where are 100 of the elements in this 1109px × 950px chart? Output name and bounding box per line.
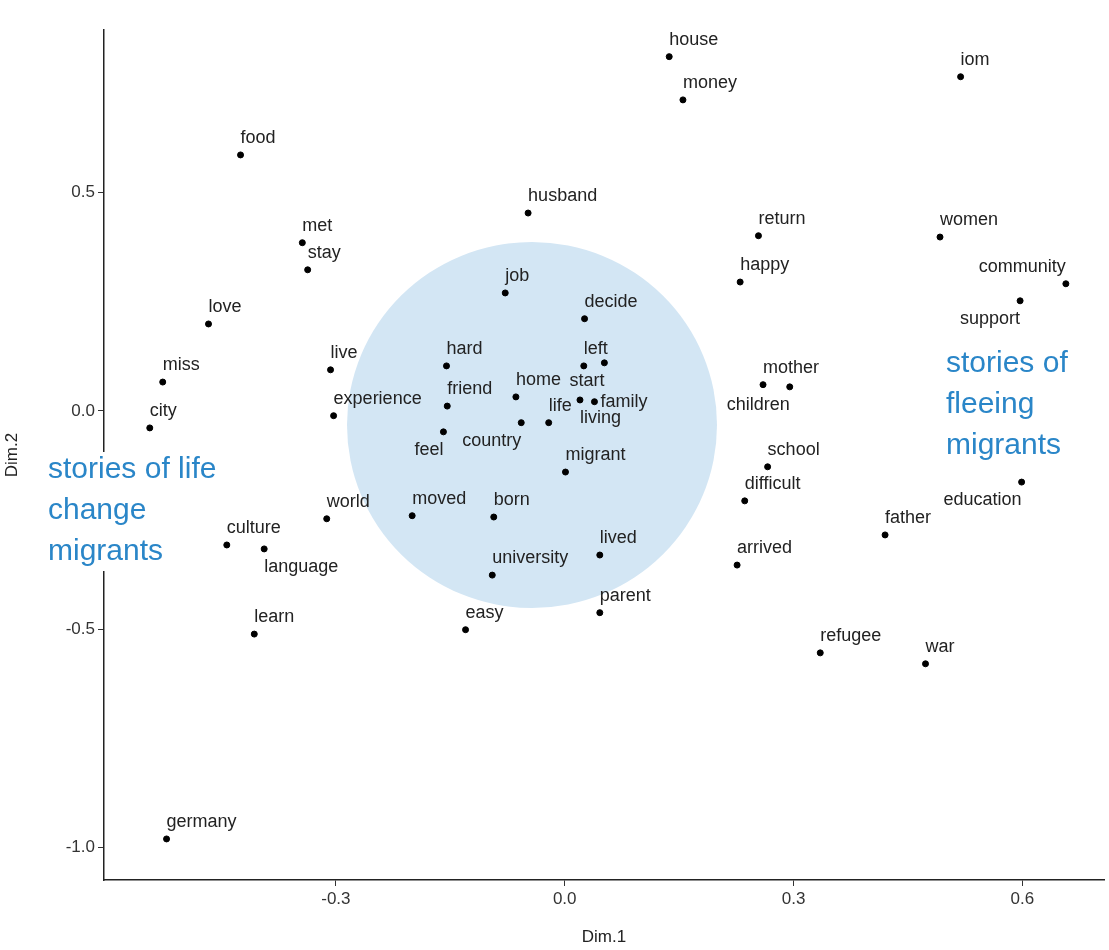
point	[408, 512, 416, 520]
annotation: easy	[465, 601, 504, 622]
point	[936, 233, 944, 241]
point	[665, 53, 673, 61]
point	[330, 412, 338, 420]
point	[490, 513, 498, 521]
annotation: support	[960, 307, 1021, 328]
annotation: stories of life change migrants	[48, 451, 217, 567]
annotation: left	[583, 337, 608, 358]
y-tick-label: 0.0	[71, 400, 95, 420]
annotation: live	[330, 341, 358, 362]
point	[237, 151, 245, 159]
annotation: money	[682, 71, 737, 92]
point	[327, 366, 335, 374]
x-tick-label: -0.3	[321, 888, 351, 908]
annotation: university	[492, 547, 569, 568]
point	[1018, 478, 1026, 486]
point	[679, 96, 687, 104]
annotation: parent	[599, 584, 651, 605]
point	[596, 551, 604, 559]
point	[501, 289, 509, 297]
point	[754, 232, 762, 240]
annotation: decide	[584, 290, 638, 311]
point	[260, 545, 268, 553]
annotation: miss	[162, 354, 200, 375]
x-axis-title: Dim.1	[581, 927, 627, 947]
point	[736, 278, 744, 286]
annotation: happy	[740, 254, 790, 274]
y-tick-label: 0.5	[71, 182, 95, 202]
annotation: education	[943, 489, 1022, 510]
annotation: language	[264, 555, 339, 576]
point	[205, 320, 212, 328]
annotation: life	[548, 394, 572, 415]
annotation: world	[325, 490, 370, 511]
annotation: arrived	[737, 537, 793, 558]
point	[881, 531, 889, 539]
annotation: start	[569, 369, 605, 390]
annotation: food	[240, 126, 276, 147]
point	[741, 497, 749, 505]
annotation: love	[208, 295, 242, 316]
annotation: school	[767, 438, 820, 459]
point	[524, 209, 532, 217]
annotation: city	[149, 399, 177, 420]
annotation: moved	[412, 487, 467, 508]
annotation: husband	[528, 184, 598, 205]
point	[250, 630, 258, 638]
annotation: community	[978, 255, 1066, 276]
annotation: lived	[599, 526, 637, 547]
point	[600, 359, 608, 367]
x-tick-label: 0.0	[552, 888, 577, 908]
point	[576, 396, 584, 404]
y-axis-title: Dim.2	[1, 432, 21, 478]
point	[733, 561, 741, 569]
annotation: return	[758, 207, 806, 228]
annotation: country	[462, 429, 522, 450]
point	[759, 381, 767, 389]
point	[462, 626, 470, 634]
y-tick-label: -0.5	[65, 618, 95, 638]
point	[163, 835, 171, 843]
annotation: house	[669, 28, 719, 49]
annotation: job	[504, 264, 530, 285]
point	[816, 649, 824, 657]
annotation: mother	[763, 356, 820, 377]
point	[512, 393, 520, 401]
point	[922, 660, 930, 668]
point	[545, 419, 553, 427]
point	[1062, 280, 1070, 288]
point	[442, 362, 450, 370]
point	[146, 424, 154, 432]
point	[517, 419, 525, 427]
annotation: women	[939, 209, 999, 230]
point	[590, 398, 598, 406]
annotation: stay	[307, 241, 341, 262]
annotation: iom	[960, 48, 990, 69]
x-tick-label: 0.3	[781, 888, 806, 908]
annotation: difficult	[744, 472, 801, 493]
x-tick-label: 0.6	[1010, 888, 1035, 908]
point	[1016, 297, 1024, 305]
point	[488, 571, 496, 579]
annotation: refugee	[820, 624, 882, 645]
point	[786, 383, 794, 391]
annotation: culture	[226, 516, 281, 537]
annotation: children	[726, 393, 790, 414]
annotation: stories of fleeing migrants	[946, 345, 1069, 461]
annotation: father	[885, 506, 932, 527]
point	[223, 541, 231, 549]
point	[159, 378, 167, 386]
point	[596, 609, 604, 617]
annotation: war	[924, 635, 955, 656]
annotation: friend	[447, 378, 493, 399]
annotation: migrant	[565, 444, 626, 464]
annotation: germany	[166, 810, 237, 831]
point	[764, 463, 772, 471]
point	[580, 362, 588, 370]
point	[323, 515, 331, 523]
annotation: born	[493, 488, 530, 509]
annotation: feel	[414, 438, 444, 459]
y-tick-label: -1.0	[65, 837, 95, 857]
point	[304, 266, 312, 274]
point	[957, 73, 965, 81]
